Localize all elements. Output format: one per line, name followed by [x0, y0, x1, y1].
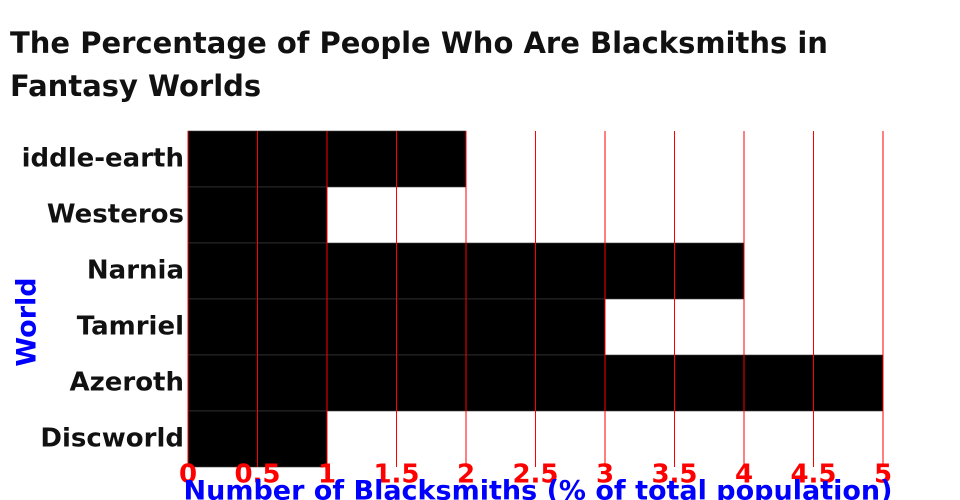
x-tick-label: 3.5: [651, 460, 697, 490]
x-tick-label: 2: [457, 460, 475, 490]
x-tick-label: 0: [179, 460, 197, 490]
x-tick-label: 1.5: [373, 460, 419, 490]
y-tick-label: Westeros: [47, 200, 184, 230]
x-tick-label: 2.5: [512, 460, 558, 490]
x-tick-label: 4.5: [790, 460, 836, 490]
y-tick-label: Azeroth: [69, 368, 184, 398]
x-tick-label: 3: [596, 460, 614, 490]
x-tick-label: 5: [874, 460, 892, 490]
x-tick-label: 0.5: [234, 460, 280, 490]
chart-title: The Percentage of People Who Are Blacksm…: [10, 26, 828, 103]
y-axis-title: World: [12, 277, 43, 366]
y-tick-label: iddle-earth: [22, 144, 184, 174]
y-tick-label: Tamriel: [77, 312, 184, 342]
x-tick-label: 1: [318, 460, 336, 490]
y-tick-label: Discworld: [40, 424, 184, 454]
y-tick-label: Narnia: [87, 256, 184, 286]
x-axis-title: Number of Blacksmiths (% of total popula…: [184, 476, 893, 500]
x-tick-label: 4: [735, 460, 753, 490]
